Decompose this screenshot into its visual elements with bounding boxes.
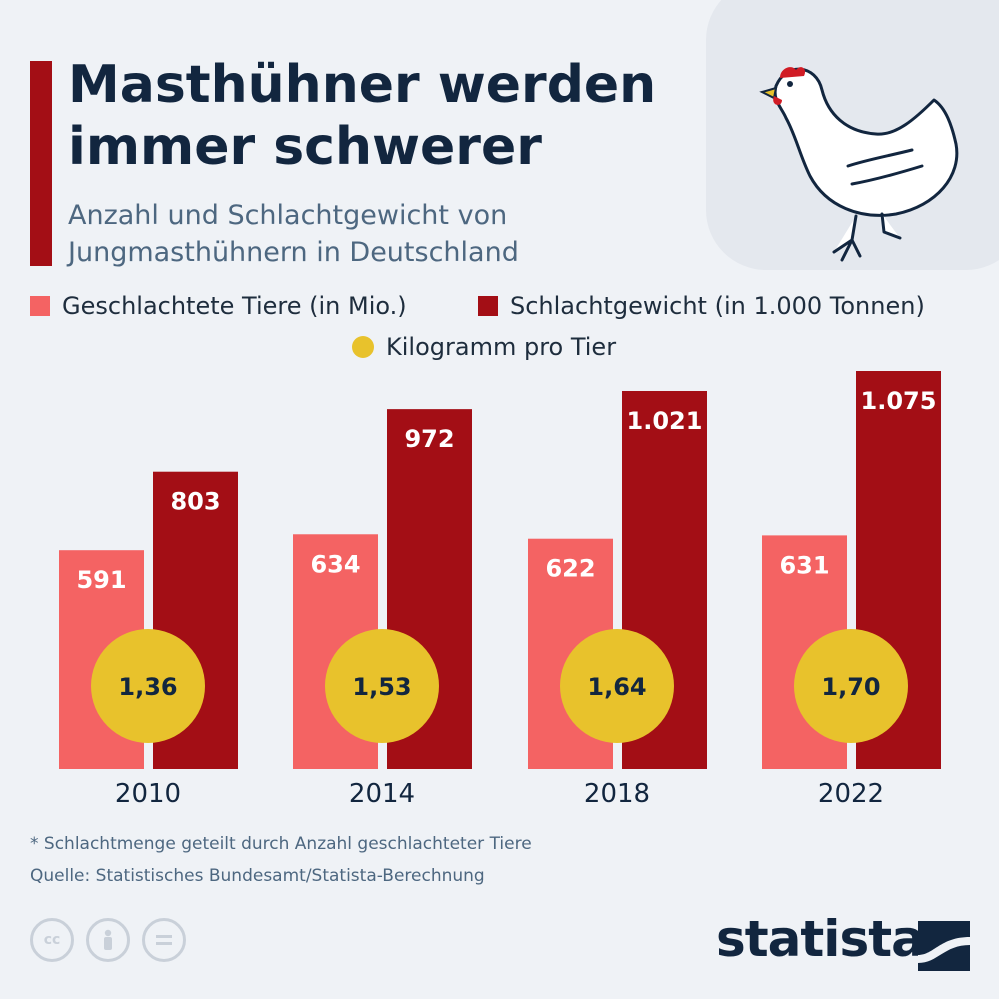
- legend-label-weight: Schlachtgewicht (in 1.000 Tonnen): [510, 292, 925, 320]
- legend-swatch-weight: [478, 296, 498, 316]
- x-tick-label-2018: 2018: [584, 779, 650, 809]
- statista-logo-icon[interactable]: [918, 921, 970, 971]
- by-icon[interactable]: [86, 918, 130, 962]
- data-label-per-animal-2014: 1,53: [352, 673, 411, 701]
- data-label-per-animal-2018: 1,64: [587, 673, 646, 701]
- per-animal-circle-2010: [91, 629, 205, 743]
- data-label-weight-2014: 972: [404, 425, 454, 453]
- chicken-icon: [759, 67, 959, 262]
- legend-per-animal: Kilogramm pro Tier: [352, 333, 616, 361]
- legend-weight: Schlachtgewicht (in 1.000 Tonnen): [478, 292, 925, 320]
- legend-dot-per-animal: [352, 336, 374, 358]
- footnote: * Schlachtmenge geteilt durch Anzahl ges…: [30, 834, 532, 854]
- data-label-weight-2022: 1.075: [861, 387, 937, 415]
- chart-title: Masthühner werden immer schwerer: [68, 55, 657, 177]
- x-tick-label-2014: 2014: [349, 779, 415, 809]
- license-icons: cc: [30, 918, 186, 962]
- data-label-animals-2014: 634: [310, 550, 360, 578]
- data-label-weight-2018: 1.021: [627, 407, 703, 435]
- data-label-animals-2018: 622: [545, 555, 595, 583]
- title-accent-bar: [30, 61, 52, 266]
- per-animal-circle-2022: [794, 629, 908, 743]
- source: Quelle: Statistisches Bundesamt/Statista…: [30, 866, 485, 886]
- data-label-animals-2010: 591: [76, 566, 126, 594]
- x-tick-label-2010: 2010: [115, 779, 181, 809]
- data-label-per-animal-2022: 1,70: [821, 673, 880, 701]
- nd-icon[interactable]: [142, 918, 186, 962]
- legend-label-per-animal: Kilogramm pro Tier: [386, 333, 617, 361]
- legend-swatch-animals: [30, 296, 50, 316]
- cc-icon[interactable]: cc: [30, 918, 74, 962]
- x-tick-label-2022: 2022: [818, 779, 884, 809]
- legend-animals: Geschlachtete Tiere (in Mio.): [30, 292, 407, 320]
- chart-subtitle: Anzahl und Schlachtgewicht von Jungmasth…: [68, 200, 519, 268]
- statista-wordmark[interactable]: statista: [716, 910, 925, 968]
- per-animal-circle-2014: [325, 629, 439, 743]
- chart-area: 591 803 1,36 2010 634 972 1,53 2014 622 1.021 1,64…: [59, 371, 941, 809]
- legend-label-animals: Geschlachtete Tiere (in Mio.): [62, 292, 407, 320]
- data-label-per-animal-2010: 1,36: [118, 673, 177, 701]
- data-label-weight-2010: 803: [170, 488, 220, 516]
- data-label-animals-2022: 631: [779, 551, 829, 579]
- per-animal-circle-2018: [560, 629, 674, 743]
